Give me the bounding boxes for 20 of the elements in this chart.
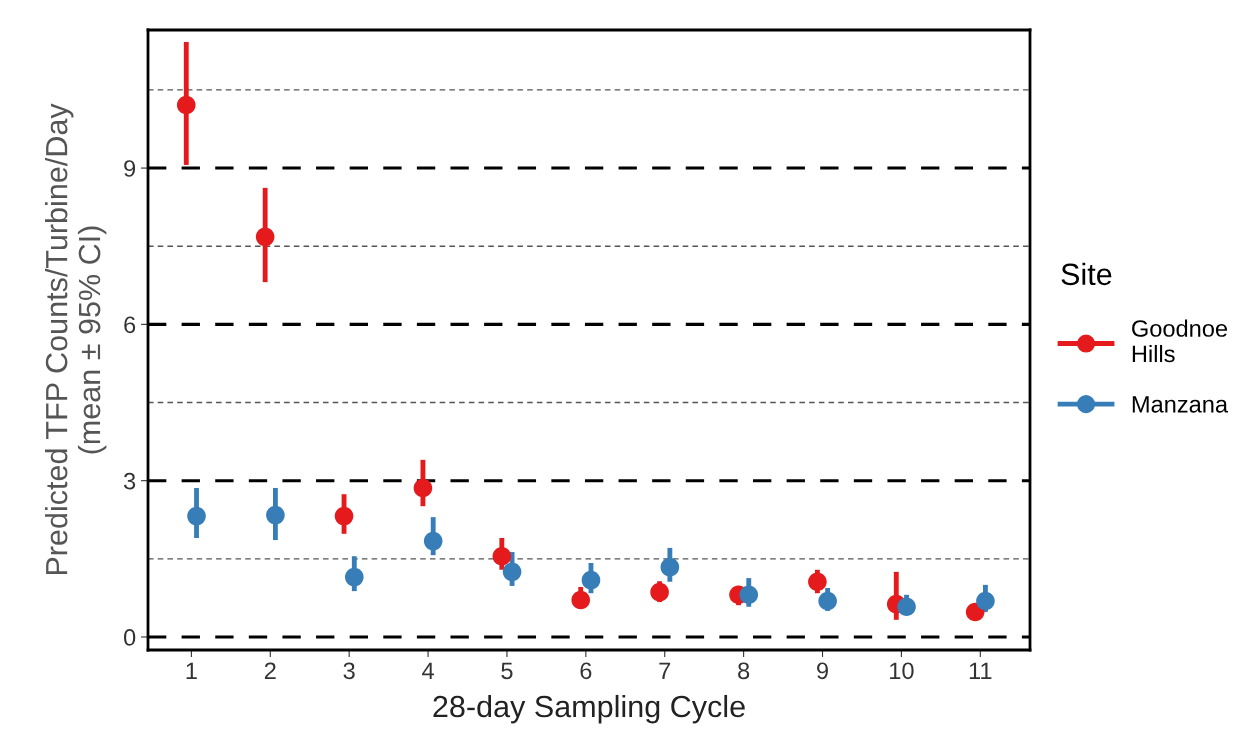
x-axis-title: 28-day Sampling Cycle xyxy=(433,694,745,724)
y-axis-title: Predicted TFP Counts/Turbine/Day (mean ± 95% CI) xyxy=(45,103,107,575)
y-tick-label: 0 xyxy=(123,629,136,646)
legend-label: Manzana xyxy=(1132,396,1229,413)
x-tick-label: 9 xyxy=(817,662,828,680)
x-tick-label: 4 xyxy=(422,662,434,679)
x-tick-label: 3 xyxy=(343,662,355,680)
x-tick-label: 1 xyxy=(186,662,197,679)
x-tick-label: 5 xyxy=(501,662,513,680)
y-tick-label: 6 xyxy=(124,316,136,334)
legend-title: Site xyxy=(1061,262,1112,286)
legend-label: Goodnoe Hills xyxy=(1132,319,1228,363)
x-tick-label: 11 xyxy=(969,662,992,679)
x-tick-label: 8 xyxy=(738,662,750,680)
y-tick-label: 3 xyxy=(123,472,136,490)
y-tick-label: 9 xyxy=(124,160,136,177)
x-tick-label: 2 xyxy=(264,662,276,679)
x-tick-label: 6 xyxy=(580,662,592,680)
x-tick-label: 7 xyxy=(659,662,671,679)
x-tick-label: 10 xyxy=(890,662,914,680)
